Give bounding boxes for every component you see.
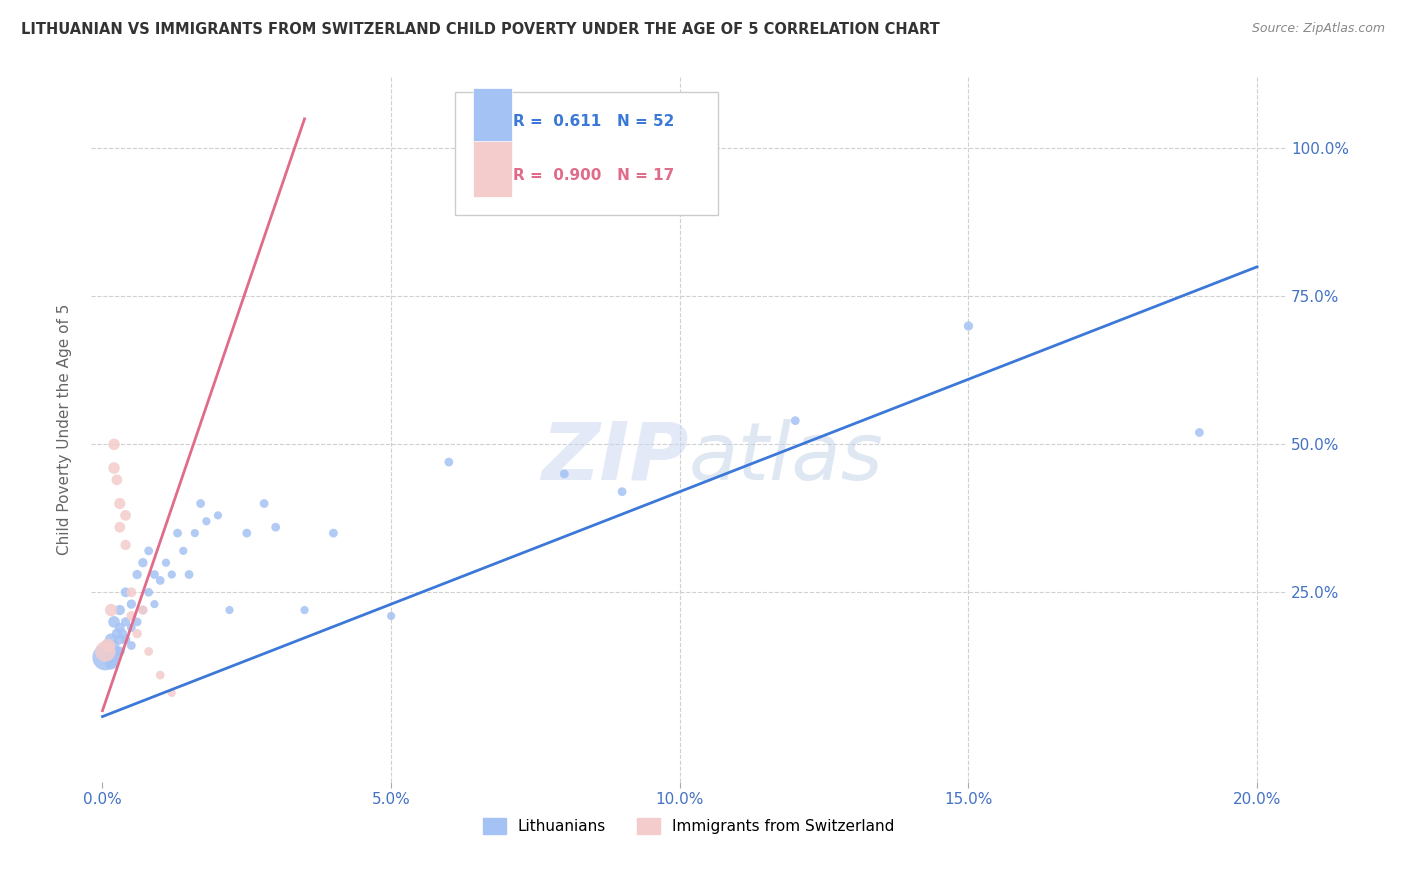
Point — [195, 514, 218, 528]
Point — [610, 484, 633, 499]
Point — [114, 538, 136, 552]
Point — [143, 567, 166, 582]
Point — [108, 644, 131, 658]
Point — [105, 626, 128, 640]
Point — [1188, 425, 1211, 440]
Point — [132, 603, 155, 617]
Point — [108, 603, 131, 617]
Point — [166, 526, 188, 541]
Text: R =  0.900   N = 17: R = 0.900 N = 17 — [513, 168, 673, 183]
Point — [108, 621, 131, 635]
Text: ZIP: ZIP — [541, 418, 689, 497]
Point — [127, 567, 149, 582]
Point — [160, 686, 183, 700]
Point — [264, 520, 287, 534]
Point — [172, 544, 194, 558]
Legend: Lithuanians, Immigrants from Switzerland: Lithuanians, Immigrants from Switzerland — [482, 818, 894, 834]
Point — [108, 496, 131, 510]
Point — [97, 639, 120, 653]
Point — [114, 632, 136, 647]
Point — [149, 574, 172, 588]
Point — [207, 508, 229, 523]
Point — [108, 520, 131, 534]
Point — [103, 461, 125, 475]
Point — [553, 467, 575, 481]
Point — [253, 496, 276, 510]
Point — [957, 318, 980, 333]
Point — [108, 632, 131, 647]
Text: R =  0.611   N = 52: R = 0.611 N = 52 — [513, 114, 673, 129]
Point — [103, 615, 125, 629]
Point — [120, 639, 142, 653]
Point — [190, 496, 212, 510]
Point — [100, 632, 122, 647]
Point — [114, 508, 136, 523]
Point — [111, 626, 134, 640]
Point — [132, 603, 155, 617]
Point — [127, 626, 149, 640]
Point — [184, 526, 207, 541]
Point — [218, 603, 240, 617]
Point — [143, 597, 166, 611]
Point — [105, 644, 128, 658]
Point — [138, 585, 160, 599]
Point — [120, 597, 142, 611]
Point — [100, 657, 122, 671]
Point — [103, 639, 125, 653]
Text: atlas: atlas — [689, 418, 883, 497]
Point — [149, 668, 172, 682]
Text: LITHUANIAN VS IMMIGRANTS FROM SWITZERLAND CHILD POVERTY UNDER THE AGE OF 5 CORRE: LITHUANIAN VS IMMIGRANTS FROM SWITZERLAN… — [21, 22, 939, 37]
Point — [132, 556, 155, 570]
Point — [103, 437, 125, 451]
Point — [294, 603, 316, 617]
FancyBboxPatch shape — [474, 141, 512, 197]
Point — [105, 473, 128, 487]
Point — [380, 609, 402, 624]
Point — [100, 603, 122, 617]
Point — [785, 414, 807, 428]
Point — [120, 585, 142, 599]
FancyBboxPatch shape — [474, 88, 512, 145]
Point — [120, 621, 142, 635]
Point — [236, 526, 259, 541]
Point — [97, 644, 120, 658]
Point — [437, 455, 460, 469]
Point — [94, 650, 117, 665]
Text: Source: ZipAtlas.com: Source: ZipAtlas.com — [1251, 22, 1385, 36]
Point — [138, 544, 160, 558]
Point — [155, 556, 177, 570]
FancyBboxPatch shape — [456, 92, 718, 215]
Y-axis label: Child Poverty Under the Age of 5: Child Poverty Under the Age of 5 — [58, 304, 72, 555]
Point — [114, 585, 136, 599]
Point — [322, 526, 344, 541]
Point — [127, 615, 149, 629]
Point — [94, 644, 117, 658]
Point — [114, 615, 136, 629]
Point — [97, 639, 120, 653]
Point — [103, 650, 125, 665]
Point — [120, 609, 142, 624]
Point — [160, 567, 183, 582]
Point — [138, 644, 160, 658]
Point — [177, 567, 200, 582]
